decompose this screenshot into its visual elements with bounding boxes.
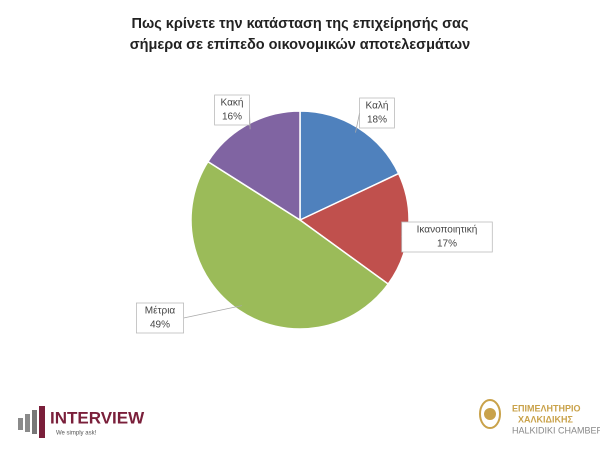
label-box bbox=[135, 302, 184, 334]
chamber-line: HALKIDIKI CHAMBER bbox=[512, 425, 600, 435]
value-label: 18% bbox=[367, 115, 387, 126]
chamber-line: ΧΑΛΚΙΔΙΚΗΣ bbox=[518, 414, 573, 424]
logo-bar bbox=[39, 406, 45, 438]
interview-logo: INTERVIEW We simply ask! bbox=[18, 406, 145, 438]
logo-bar bbox=[25, 414, 30, 432]
logo-slogan: We simply ask! bbox=[56, 431, 97, 437]
slice-label: Ικανοποιητική bbox=[417, 224, 478, 236]
logo-bar bbox=[32, 410, 37, 434]
label-box bbox=[214, 94, 250, 126]
chamber-line: ΕΠΙΜΕΛΗΤΗΡΙΟ bbox=[512, 403, 581, 413]
logo-bar bbox=[18, 418, 23, 430]
value-label: 49% bbox=[150, 320, 170, 331]
pie-slice bbox=[299, 110, 400, 222]
slice-label: Καλή bbox=[366, 100, 389, 112]
logo-head bbox=[484, 408, 496, 420]
chart-title: Πως κρίνετε την κατάσταση της επιχείρησή… bbox=[131, 16, 468, 32]
leader-line bbox=[355, 112, 360, 133]
logo-name: INTERVIEW bbox=[50, 408, 145, 427]
label-box bbox=[359, 97, 395, 129]
slice-label: Μέτρια bbox=[145, 305, 176, 317]
value-label: 17% bbox=[437, 239, 457, 250]
pie-slice bbox=[190, 160, 390, 330]
chart-title: σήμερα σε επίπεδο οικονομικών αποτελεσμά… bbox=[130, 37, 471, 53]
leader-line bbox=[183, 305, 242, 319]
label-box bbox=[401, 221, 493, 253]
slice-label: Κακή bbox=[221, 97, 244, 109]
chamber-logo: ΕΠΙΜΕΛΗΤΗΡΙΟ ΧΑΛΚΙΔΙΚΗΣ HALKIDIKI CHAMBE… bbox=[479, 399, 600, 435]
value-label: 16% bbox=[222, 112, 242, 123]
logo-wreath bbox=[479, 399, 501, 429]
